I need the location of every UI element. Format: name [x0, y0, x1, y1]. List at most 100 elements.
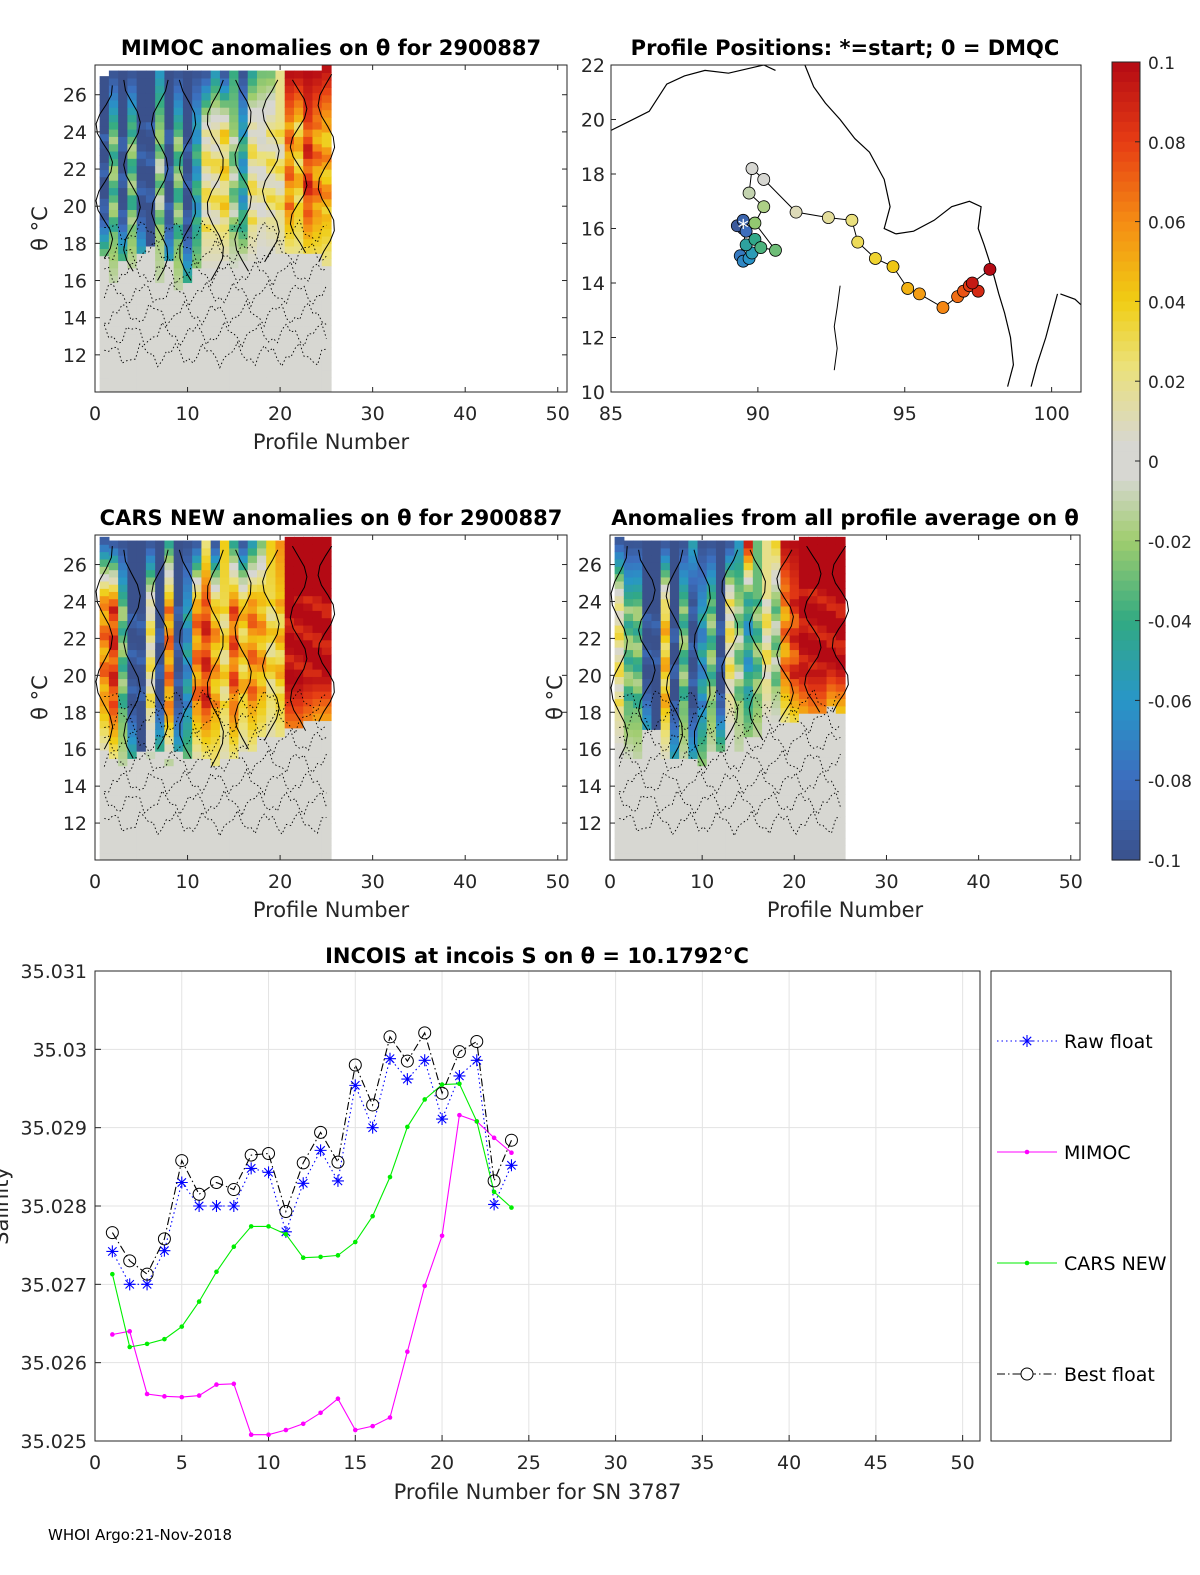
heatmap-cell [210, 693, 221, 701]
heatmap-cell [743, 569, 754, 578]
heatmap-cell [706, 656, 717, 665]
x-tick-label: 100 [1033, 403, 1069, 425]
heatmap-cell [173, 569, 184, 578]
heatmap-cell [229, 823, 240, 832]
heatmap-cell [108, 150, 119, 159]
colorbar-swatch [1112, 151, 1140, 163]
heatmap-cell [789, 591, 800, 600]
heatmap-cell [192, 107, 203, 116]
heatmap-cell [642, 649, 653, 658]
heatmap-cell [725, 663, 736, 672]
heatmap-cell [808, 639, 818, 648]
heatmap-cell [210, 787, 221, 796]
heatmap-cell [614, 749, 625, 758]
heatmap-cell [266, 158, 277, 167]
plot-area [611, 65, 1081, 392]
heatmap-cell [293, 764, 304, 773]
heatmap-cell [256, 158, 267, 167]
heatmap-cell [817, 749, 828, 758]
heatmap-cell [623, 787, 634, 796]
heatmap-cell [660, 838, 671, 847]
series-point [509, 1150, 514, 1156]
heatmap-cell [201, 547, 212, 556]
heatmap-cell [247, 136, 258, 145]
heatmap-cell [247, 282, 258, 291]
heatmap-cell [275, 253, 286, 262]
series-point [106, 1245, 119, 1258]
colorbar-swatch [1112, 720, 1140, 731]
heatmap-cell [201, 136, 212, 145]
heatmap-cell [247, 129, 258, 137]
heatmap-cell [182, 678, 193, 687]
heatmap-cell [164, 838, 175, 847]
heatmap-cell [679, 758, 689, 767]
heatmap-cell [192, 282, 203, 291]
colorbar-swatch [1112, 331, 1140, 342]
heatmap-cell [633, 816, 643, 825]
heatmap-cell [679, 540, 689, 549]
y-tick-label: 14 [581, 273, 605, 295]
heatmap-cell [182, 333, 193, 342]
heatmap-cell [321, 823, 332, 832]
heatmap-cell [247, 172, 258, 181]
heatmap-cell [219, 693, 230, 701]
heatmap-cell [798, 764, 809, 773]
heatmap-cell [108, 613, 119, 622]
heatmap-cell [229, 158, 240, 167]
heatmap-cell [688, 772, 699, 781]
heatmap-cell [238, 830, 249, 839]
heatmap-cell [266, 765, 277, 774]
heatmap-cell [164, 129, 175, 137]
heatmap-cell [697, 693, 708, 701]
heatmap-cell [293, 370, 304, 378]
heatmap-cell [321, 332, 332, 341]
heatmap-cell [155, 671, 166, 680]
heatmap-cell [182, 562, 193, 571]
heatmap-cell [762, 729, 772, 738]
heatmap-cell [201, 333, 212, 342]
heatmap-cell [303, 845, 314, 854]
heatmap-cell [623, 591, 634, 600]
heatmap-cell [182, 362, 193, 371]
heatmap-cell [118, 613, 128, 622]
heatmap-cell [826, 808, 837, 817]
heatmap-cell [201, 685, 212, 694]
heatmap-cell [127, 377, 138, 386]
heatmap-cell [633, 765, 643, 774]
heatmap-cell [798, 632, 809, 641]
heatmap-cell [219, 743, 230, 752]
heatmap-cell [734, 772, 745, 781]
heatmap-cell [219, 158, 230, 167]
heatmap-cell [256, 253, 267, 262]
heatmap-cell [762, 620, 772, 629]
heatmap-cell [614, 779, 625, 788]
heatmap-cell [266, 816, 277, 825]
heatmap-cell [275, 267, 286, 276]
heatmap-cell [229, 85, 240, 94]
series-layer [105, 1026, 518, 1438]
heatmap-cell [192, 671, 203, 680]
colorbar-swatch [1112, 81, 1140, 93]
heatmap-cell [303, 99, 314, 108]
heatmap-cell [734, 714, 745, 723]
heatmap-cell [275, 584, 286, 592]
heatmap-cell [706, 562, 717, 571]
profile-position-point [742, 186, 756, 200]
heatmap-cell [752, 656, 763, 665]
heatmap-cell [173, 150, 184, 159]
heatmap-cell [312, 669, 323, 677]
heatmap-cell [633, 794, 643, 803]
heatmap-cell [145, 576, 156, 585]
heatmap-cell [651, 772, 662, 781]
x-tick-label: 30 [874, 871, 898, 893]
heatmap-cell [780, 569, 791, 578]
heatmap-cell [155, 348, 166, 357]
heatmap-cell [771, 656, 782, 665]
heatmap-cell [145, 121, 156, 130]
heatmap-cell [715, 598, 726, 607]
heatmap-cell [247, 700, 258, 709]
heatmap-cell [303, 610, 314, 619]
heatmap-cell [164, 649, 175, 658]
heatmap-cell [155, 377, 166, 386]
